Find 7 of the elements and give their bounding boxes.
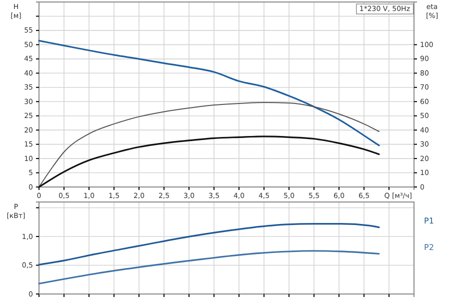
- line-series: [38, 136, 380, 188]
- text: P2: [424, 242, 434, 252]
- line-series: [38, 102, 380, 188]
- text: P1: [424, 216, 434, 226]
- line-series: [38, 40, 380, 146]
- line-series: [38, 250, 380, 284]
- line-series: [38, 223, 380, 266]
